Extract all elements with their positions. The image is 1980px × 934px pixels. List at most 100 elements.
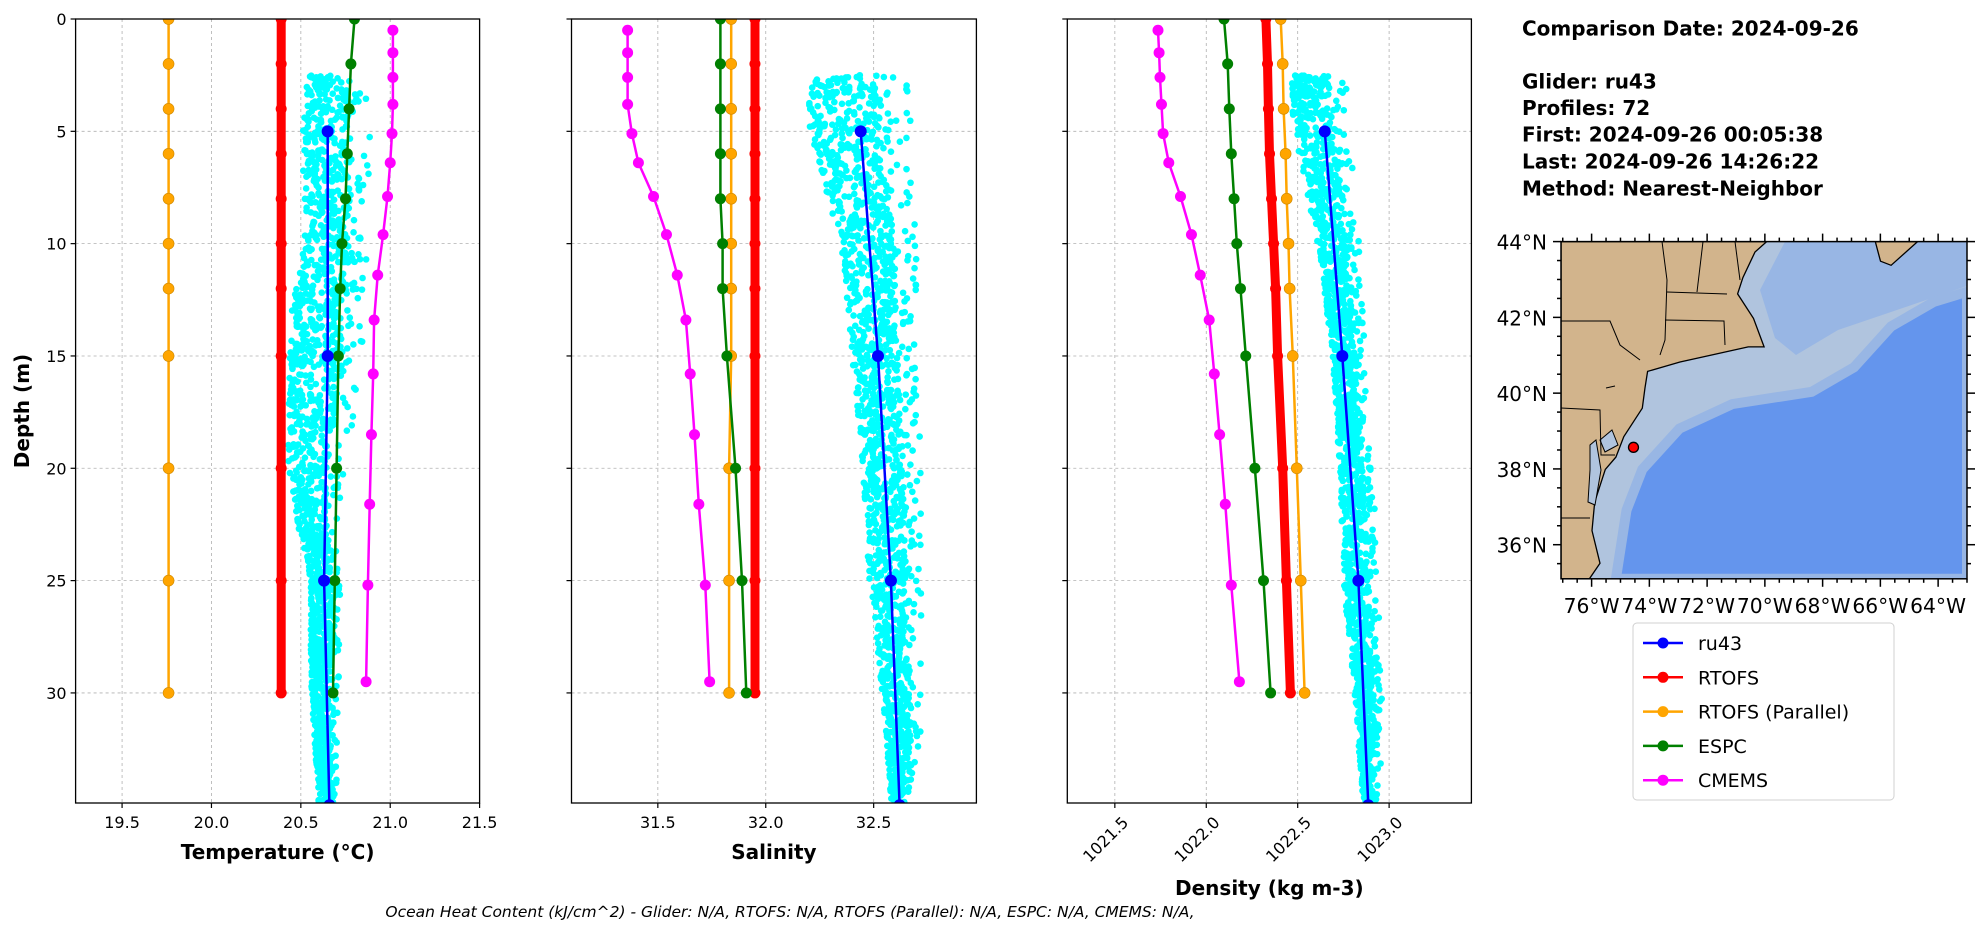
glider-raw-point bbox=[908, 537, 916, 544]
glider-raw-point bbox=[893, 509, 901, 516]
glider-raw-point bbox=[897, 702, 905, 710]
glider-raw-point bbox=[917, 660, 924, 667]
glider-raw-point bbox=[1340, 106, 1348, 114]
glider-raw-point bbox=[1332, 97, 1340, 105]
data-point bbox=[323, 799, 336, 803]
glider-raw-point bbox=[1306, 189, 1314, 197]
glider-raw-point bbox=[847, 215, 855, 223]
glider-raw-point bbox=[879, 258, 887, 265]
glider-raw-point bbox=[329, 90, 337, 98]
glider-raw-point bbox=[329, 361, 337, 368]
glider-raw-point bbox=[316, 203, 324, 211]
glider-raw-point bbox=[310, 114, 318, 122]
glider-raw-point bbox=[898, 616, 906, 624]
glider-raw-point bbox=[874, 640, 882, 647]
glider-raw-point bbox=[823, 88, 830, 96]
data-point bbox=[749, 19, 761, 25]
glider-raw-point bbox=[296, 387, 304, 394]
glider-raw-point bbox=[914, 701, 921, 708]
glider-raw-point bbox=[845, 193, 853, 201]
glider-raw-point bbox=[888, 795, 895, 802]
glider-raw-point bbox=[854, 340, 861, 348]
data-point bbox=[318, 574, 331, 587]
glider-raw-point bbox=[313, 469, 321, 476]
glider-raw-point bbox=[884, 110, 892, 117]
glider-raw-point bbox=[322, 791, 330, 799]
glider-raw-point bbox=[326, 675, 333, 683]
glider-raw-point bbox=[870, 384, 878, 392]
glider-raw-point bbox=[842, 124, 849, 132]
data-point bbox=[275, 148, 287, 160]
glider-raw-point bbox=[853, 389, 860, 397]
glider-raw-point bbox=[903, 134, 910, 142]
glider-raw-point bbox=[302, 185, 310, 192]
glider-raw-point bbox=[870, 113, 878, 121]
glider-raw-point bbox=[911, 264, 918, 272]
glider-raw-point bbox=[329, 290, 336, 298]
data-point bbox=[321, 125, 334, 138]
series-rtofs bbox=[275, 19, 287, 699]
glider-raw-point bbox=[816, 158, 824, 166]
glider-raw-point bbox=[1320, 218, 1327, 226]
glider-raw-point bbox=[1336, 228, 1344, 235]
data-point bbox=[275, 283, 287, 295]
data-point bbox=[714, 148, 726, 160]
glider-raw-point bbox=[314, 673, 321, 681]
glider-raw-point bbox=[828, 183, 836, 190]
glider-raw-point bbox=[896, 684, 904, 692]
glider-raw-point bbox=[1350, 386, 1358, 393]
glider-raw-point bbox=[331, 139, 338, 147]
glider-raw-point bbox=[1378, 695, 1386, 703]
data-point bbox=[329, 575, 341, 587]
glider-raw-point bbox=[890, 272, 897, 280]
glider-raw-point bbox=[317, 116, 325, 124]
glider-raw-point bbox=[358, 198, 365, 205]
glider-raw-point bbox=[286, 469, 294, 477]
glider-raw-point bbox=[337, 79, 345, 86]
glider-raw-point bbox=[328, 267, 336, 275]
glider-raw-point bbox=[1349, 448, 1357, 456]
data-point bbox=[736, 575, 748, 587]
glider-raw-point bbox=[311, 462, 319, 470]
glider-raw-point bbox=[335, 207, 342, 215]
plot-area bbox=[162, 19, 399, 803]
glider-raw-point bbox=[1368, 533, 1376, 541]
glider-raw-point bbox=[311, 450, 319, 458]
glider-raw-point bbox=[308, 291, 315, 299]
glider-raw-point bbox=[874, 457, 881, 465]
glider-raw-point bbox=[835, 177, 843, 184]
glider-raw-point bbox=[873, 591, 880, 598]
glider-raw-point bbox=[1328, 133, 1336, 141]
glider-raw-point bbox=[330, 719, 337, 726]
glider-raw-point bbox=[862, 110, 869, 117]
glider-raw-point bbox=[885, 280, 892, 288]
glider-raw-point bbox=[313, 412, 321, 420]
data-point bbox=[162, 19, 175, 25]
glider-raw-point bbox=[902, 557, 909, 565]
glider-raw-point bbox=[1340, 466, 1348, 474]
glider-raw-point bbox=[886, 253, 894, 261]
glider-raw-point bbox=[842, 277, 850, 285]
data-point bbox=[723, 687, 735, 699]
glider-raw-point bbox=[844, 73, 852, 81]
glider-raw-point bbox=[865, 271, 872, 279]
glider-raw-point bbox=[1352, 470, 1359, 478]
glider-raw-point bbox=[887, 292, 894, 300]
glider-raw-point bbox=[307, 487, 315, 495]
data-point bbox=[626, 128, 638, 140]
glider-raw-point bbox=[908, 572, 915, 580]
glider-raw-point bbox=[900, 483, 907, 491]
glider-raw-point bbox=[1342, 328, 1350, 336]
glider-raw-point bbox=[321, 90, 328, 98]
glider-raw-point bbox=[853, 278, 860, 285]
glider-raw-point bbox=[1366, 722, 1373, 730]
glider-raw-point bbox=[908, 769, 916, 777]
glider-raw-point bbox=[335, 673, 342, 681]
glider-raw-point bbox=[1325, 222, 1332, 229]
glider-raw-point bbox=[885, 211, 893, 219]
glider-raw-point bbox=[288, 455, 296, 462]
glider-raw-point bbox=[852, 349, 859, 356]
glider-raw-point bbox=[1369, 544, 1376, 552]
glider-raw-point bbox=[833, 162, 840, 169]
glider-raw-point bbox=[873, 72, 880, 80]
